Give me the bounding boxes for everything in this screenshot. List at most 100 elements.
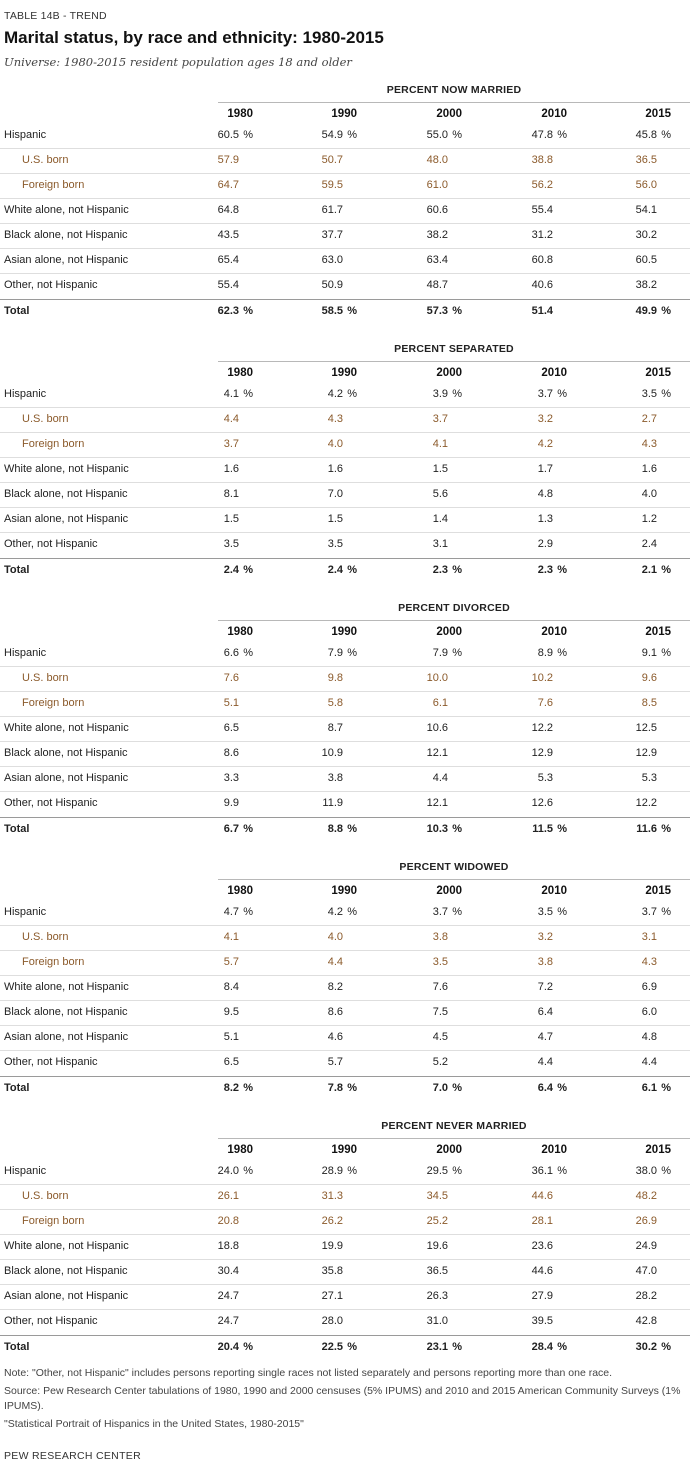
cell-value: 3.8 <box>432 931 448 943</box>
table-cell: 4.2% <box>292 906 357 918</box>
cell-value: 4.0 <box>641 488 657 500</box>
cell-value: 55.0 <box>426 129 448 141</box>
cell-value: 43.5 <box>217 229 239 241</box>
table-cell: 56.2 <box>502 179 567 191</box>
percent-sign: % <box>347 906 357 918</box>
cell-value: 50.9 <box>321 279 343 291</box>
section-divider <box>218 361 690 362</box>
cell-value: 31.0 <box>426 1315 448 1327</box>
cell-value: 6.1 <box>432 697 448 709</box>
table-cell: 4.1 <box>188 931 253 943</box>
table-row: U.S. born 26.1 31.3 34.5 44.6 48.2 <box>0 1185 690 1210</box>
cell-value: 5.8 <box>327 697 343 709</box>
year-header: 1980 <box>227 1144 253 1156</box>
section-divider <box>218 879 690 880</box>
cell-value: 60.6 <box>426 204 448 216</box>
table-cell: 3.2 <box>502 931 567 943</box>
table-row: U.S. born 7.6 9.8 10.0 10.2 9.6 <box>0 667 690 692</box>
cell-value: 45.8 <box>635 129 657 141</box>
table-cell: 37.7 <box>292 229 357 241</box>
table-cell: 6.0 <box>606 1006 671 1018</box>
table-cell: 3.2 <box>502 413 567 425</box>
cell-value: 4.1 <box>223 931 239 943</box>
cell-value: 4.7 <box>537 1031 553 1043</box>
cell-value: 28.1 <box>531 1215 553 1227</box>
year-header: 1990 <box>331 885 357 897</box>
cell-value: 26.3 <box>426 1290 448 1302</box>
table-cell: 3.9% <box>397 388 462 400</box>
cell-value: 9.8 <box>327 672 343 684</box>
cell-value: 3.1 <box>641 931 657 943</box>
table-cell: 3.7% <box>606 906 671 918</box>
table-cell: 8.2 <box>292 981 357 993</box>
table-cell: 10.0 <box>397 672 462 684</box>
cell-value: 4.5 <box>432 1031 448 1043</box>
table-cell: 30.2% <box>606 1341 671 1353</box>
table-cell: 60.5% <box>188 129 253 141</box>
cell-value: 56.2 <box>531 179 553 191</box>
table-row: Black alone, not Hispanic 8.6 10.9 12.1 12.9… <box>0 742 690 767</box>
cell-value: 3.5 <box>327 538 343 550</box>
cell-value: 12.6 <box>531 797 553 809</box>
cell-value: 38.0 <box>635 1165 657 1177</box>
row-label: Foreign born <box>22 1215 85 1227</box>
cell-value: 7.9 <box>432 647 448 659</box>
table-cell: 5.3 <box>502 772 567 784</box>
cell-value: 55.4 <box>217 279 239 291</box>
percent-sign: % <box>347 305 357 317</box>
cell-value: 48.0 <box>426 154 448 166</box>
table-cell: 54.9% <box>292 129 357 141</box>
footer-notes: Note: "Other, not Hispanic" includes per… <box>4 1366 686 1435</box>
cell-value: 24.7 <box>217 1315 239 1327</box>
cell-value: 10.9 <box>321 747 343 759</box>
year-header: 2010 <box>541 1144 567 1156</box>
table-cell: 5.7 <box>188 956 253 968</box>
table-cell: 2.1% <box>606 564 671 576</box>
year-header: 2015 <box>645 367 671 379</box>
percent-sign: % <box>452 129 462 141</box>
cell-value: 44.6 <box>531 1265 553 1277</box>
table-section: PERCENT NOW MARRIED 1980 1990 2000 2010 2015 H… <box>0 78 690 337</box>
cell-value: 4.2 <box>537 438 553 450</box>
cell-value: 12.2 <box>635 797 657 809</box>
percent-sign: % <box>452 564 462 576</box>
cell-value: 3.3 <box>223 772 239 784</box>
cell-value: 56.0 <box>635 179 657 191</box>
table-cell: 2.4% <box>292 564 357 576</box>
table-row: Other, not Hispanic 55.4 50.9 48.7 40.6 38.2 <box>0 274 690 299</box>
table-cell: 3.7% <box>397 906 462 918</box>
table-cell: 5.1 <box>188 697 253 709</box>
row-label: White alone, not Hispanic <box>4 1240 129 1252</box>
row-label: Black alone, not Hispanic <box>4 1006 128 1018</box>
year-header: 2010 <box>541 108 567 120</box>
row-label: Foreign born <box>22 956 85 968</box>
cell-value: 27.9 <box>531 1290 553 1302</box>
table-cell: 1.4 <box>397 513 462 525</box>
row-label: Foreign born <box>22 179 85 191</box>
cell-value: 24.9 <box>635 1240 657 1252</box>
row-label: Total <box>4 1341 30 1353</box>
table-cell: 10.3% <box>397 823 462 835</box>
table-cell: 60.6 <box>397 204 462 216</box>
section-title: PERCENT NOW MARRIED <box>386 84 522 96</box>
cell-value: 5.7 <box>327 1056 343 1068</box>
percent-sign: % <box>243 388 253 400</box>
table-cell: 2.9 <box>502 538 567 550</box>
year-header-row: 1980 1990 2000 2010 2015 <box>0 885 690 901</box>
cell-value: 47.8 <box>531 129 553 141</box>
percent-sign: % <box>347 564 357 576</box>
table-cell: 47.8% <box>502 129 567 141</box>
table-cell: 4.3 <box>606 956 671 968</box>
cell-value: 57.9 <box>217 154 239 166</box>
table-cell: 3.5 <box>292 538 357 550</box>
table-row: Other, not Hispanic 6.5 5.7 5.2 4.4 4.4 <box>0 1051 690 1076</box>
percent-sign: % <box>557 1082 567 1094</box>
cell-value: 5.3 <box>641 772 657 784</box>
table-cell: 36.5 <box>397 1265 462 1277</box>
table-cell: 8.1 <box>188 488 253 500</box>
cell-value: 18.8 <box>217 1240 239 1252</box>
table-cell: 3.8 <box>397 931 462 943</box>
row-label: Hispanic <box>4 1165 47 1177</box>
table-cell: 6.6% <box>188 647 253 659</box>
cell-value: 61.7 <box>321 204 343 216</box>
